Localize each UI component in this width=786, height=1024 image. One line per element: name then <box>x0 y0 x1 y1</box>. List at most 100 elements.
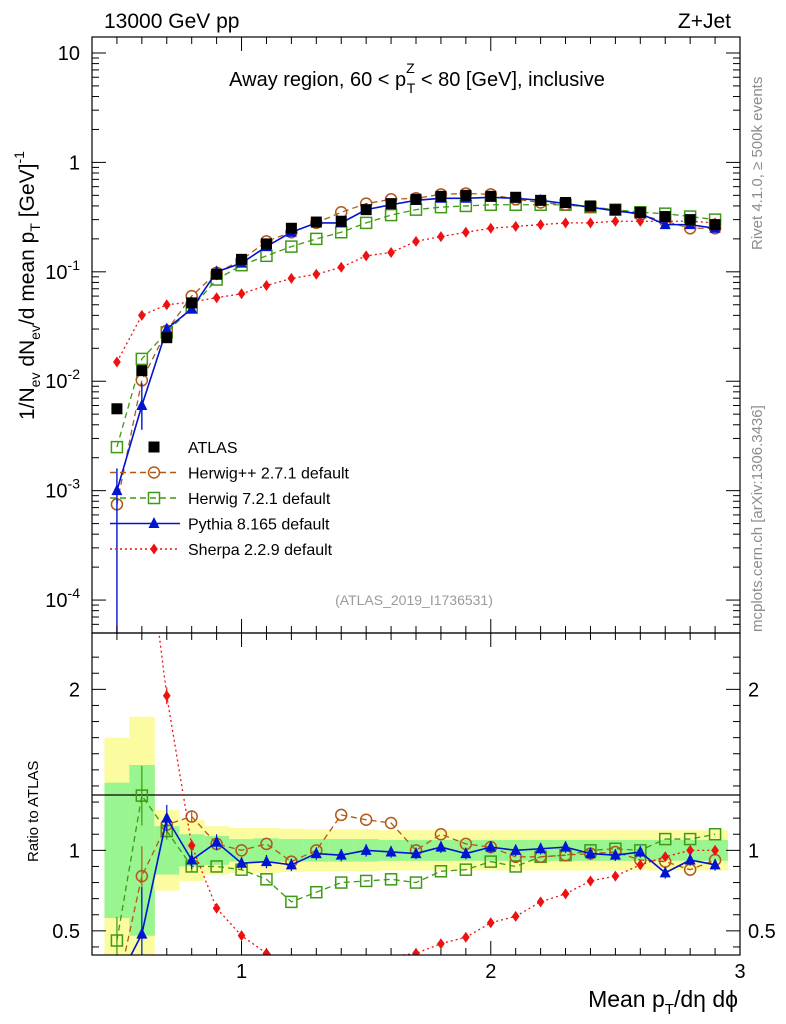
main-point-sherpa-2-2-9-default <box>536 219 545 231</box>
ratio-point-pythia-8-165-default <box>634 845 646 857</box>
ratio-point-sherpa-2-2-9-default <box>711 844 719 856</box>
legend-marker-atlas <box>148 441 160 453</box>
ratio-point-herwig-7-2-1-default <box>285 895 298 909</box>
main-point-atlas <box>161 332 173 344</box>
ratio-point-sherpa-2-2-9-default <box>212 902 221 914</box>
main-point-sherpa-2-2-9-default <box>511 220 520 232</box>
main-point-herwig-7-2-1-default <box>285 240 298 253</box>
main-point-sherpa-2-2-9-default <box>312 268 321 280</box>
ratio-point-sherpa-2-2-9-default <box>661 851 670 863</box>
legend-label-herwigpp-2-7-1-default: Herwig++ 2.7.1 default <box>188 466 350 483</box>
main-point-atlas <box>460 189 472 201</box>
main-point-atlas <box>485 190 497 202</box>
ratio-point-sherpa-2-2-9-default <box>237 930 246 942</box>
ratio-point-herwigpp-2-7-1-default <box>384 816 398 830</box>
main-y-tick-label: 10 <box>58 43 80 65</box>
ratio-point-sherpa-2-2-9-default <box>412 947 420 955</box>
ratio-point-sherpa-2-2-9-default <box>561 888 570 900</box>
ratio-point-sherpa-2-2-9-default <box>162 690 171 702</box>
legend-marker-herwigpp-2-7-1-default <box>147 466 161 479</box>
main-point-atlas <box>385 198 397 210</box>
ratio-point-sherpa-2-2-9-default <box>536 896 545 908</box>
main-point-atlas <box>435 190 447 202</box>
main-point-atlas <box>186 297 198 309</box>
main-data-layer <box>110 187 722 633</box>
main-point-sherpa-2-2-9-default <box>586 217 595 229</box>
main-point-herwig-7-2-1-default <box>260 249 273 263</box>
main-point-pythia-8-165-default <box>161 322 173 334</box>
ratio-band-inner-bin <box>104 782 130 918</box>
ratio-panel: 0.5 0.5 1 1 2 2 1 2 3 <box>52 632 776 983</box>
legend-marker-herwig-7-2-1-default <box>147 491 161 505</box>
x-axis-label: Mean pT/dη dϕ <box>588 986 738 1018</box>
ratio-point-pythia-8-165-default <box>360 843 372 855</box>
ratio-clipped-layer <box>110 633 722 955</box>
main-point-herwig-7-2-1-default <box>384 208 398 222</box>
ratio-point-sherpa-2-2-9-default <box>486 917 495 929</box>
mcplots-reference-label: mcplots.cern.ch [arXiv:1306.3436] <box>749 405 766 632</box>
main-point-sherpa-2-2-9-default <box>212 292 221 304</box>
ratio-point-herwig-7-2-1-default <box>658 832 672 846</box>
ratio-series-sherpa-2-2-9-default <box>158 633 719 955</box>
ratio-point-pythia-8-165-default <box>485 840 497 852</box>
ratio-data-layer <box>110 633 722 955</box>
legend-marker-pythia-8-165-default <box>148 517 160 528</box>
main-point-atlas <box>310 216 322 228</box>
main-point-sherpa-2-2-9-default <box>611 215 620 227</box>
ratio-point-herwigpp-2-7-1-default <box>359 813 373 827</box>
legend-marker-sherpa-2-2-9-default <box>150 543 158 555</box>
ratio-point-herwig-7-2-1-default <box>434 865 448 878</box>
ratio-point-pythia-8-165-default <box>260 855 272 867</box>
ratio-point-sherpa-2-2-9-default <box>636 859 645 871</box>
main-point-sherpa-2-2-9-default <box>362 250 371 262</box>
ratio-point-sherpa-2-2-9-default <box>262 947 271 955</box>
ratio-point-pythia-8-165-default <box>560 840 572 852</box>
ratio-axis-ticks: 0.5 0.5 1 1 2 2 1 2 3 <box>52 656 776 983</box>
main-y-axis-label: 1/Nev dNev/d mean pT [GeV]-1 <box>11 151 43 420</box>
ratio-y-tick-label-right: 1 <box>748 840 759 862</box>
ratio-point-pythia-8-165-default <box>236 856 248 868</box>
main-point-sherpa-2-2-9-default <box>387 247 395 259</box>
ratio-point-pythia-8-165-default <box>285 858 297 870</box>
ratio-point-herwig-7-2-1-default <box>484 855 498 868</box>
ratio-point-herwigpp-2-7-1-default <box>334 808 348 822</box>
ratio-point-pythia-8-165-default <box>161 811 173 823</box>
main-y-tick-label: 10-2 <box>45 366 80 393</box>
main-point-herwig-7-2-1-default <box>310 232 323 246</box>
main-point-sherpa-2-2-9-default <box>486 222 495 234</box>
main-point-atlas <box>684 214 696 226</box>
main-point-atlas <box>584 200 596 212</box>
main-point-atlas <box>335 215 347 227</box>
main-point-sherpa-2-2-9-default <box>262 279 271 291</box>
ratio-point-herwig-7-2-1-default <box>459 863 473 876</box>
ratio-band-inner-bin <box>278 839 305 862</box>
main-point-sherpa-2-2-9-default <box>561 217 570 229</box>
ratio-point-pythia-8-165-default <box>659 866 671 878</box>
main-series-atlas <box>111 189 721 415</box>
ratio-point-herwig-7-2-1-default <box>260 873 273 886</box>
ratio-point-herwig-7-2-1-default <box>210 860 223 873</box>
main-point-atlas <box>360 204 372 216</box>
main-point-pythia-8-165-default <box>111 484 123 496</box>
ratio-point-herwig-7-2-1-default <box>409 876 423 889</box>
legend-label-herwig-7-2-1-default: Herwig 7.2.1 default <box>188 491 331 508</box>
ratio-point-pythia-8-165-default <box>335 848 347 860</box>
main-point-pythia-8-165-default <box>136 399 148 411</box>
legend-label-pythia-8-165-default: Pythia 8.165 default <box>188 517 330 534</box>
main-point-atlas <box>111 403 123 415</box>
ratio-point-herwigpp-2-7-1-default <box>235 844 248 857</box>
header-energy-label: 13000 GeV pp <box>104 10 239 33</box>
main-series-pythia-8-165-default <box>111 190 721 633</box>
main-point-herwig-7-2-1-default <box>110 440 124 454</box>
ratio-line-sherpa-2-2-9-default <box>158 633 716 955</box>
ratio-point-sherpa-2-2-9-default <box>461 931 470 943</box>
ratio-point-herwig-7-2-1-default <box>334 876 348 889</box>
ratio-point-herwigpp-2-7-1-default <box>185 810 198 823</box>
main-point-atlas <box>410 193 422 205</box>
ratio-point-pythia-8-165-default <box>136 927 148 939</box>
main-point-atlas <box>634 206 646 218</box>
main-y-tick-label: 10-1 <box>45 257 80 284</box>
main-point-atlas <box>659 211 671 223</box>
ratio-y-tick-label-right: 2 <box>748 679 759 701</box>
